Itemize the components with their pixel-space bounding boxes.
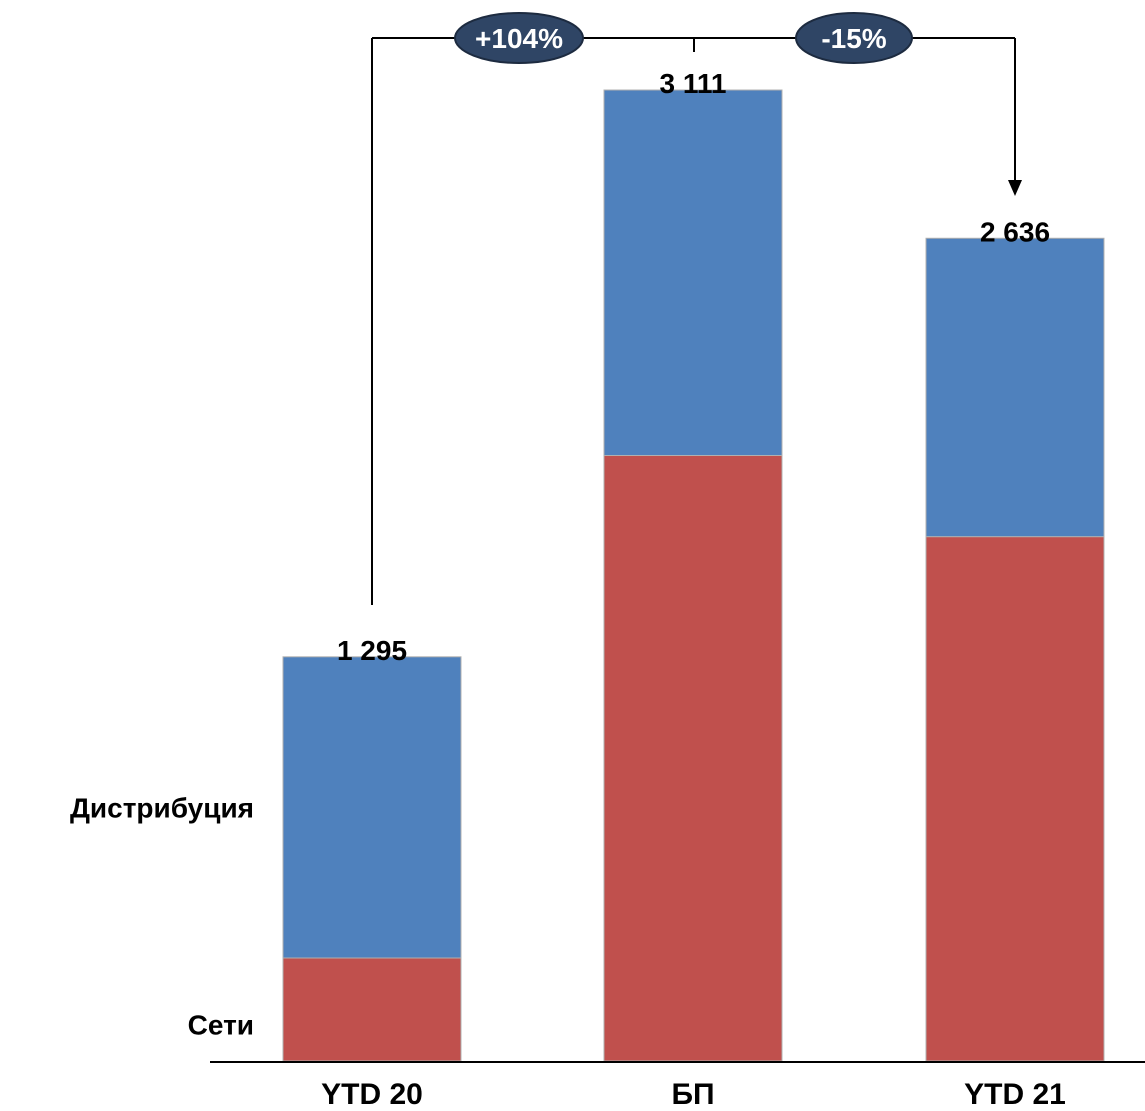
labels-layer: 1 295 3 111 2 636 YTD 20 БП YTD 21 Сети Дистриб… xyxy=(70,68,1066,1111)
bar-segment-distribution-3 xyxy=(925,237,1105,538)
bar-total-label: 3 111 xyxy=(660,68,727,99)
bar-total-label: 2 636 xyxy=(980,216,1050,247)
bar-segment-seti-2 xyxy=(603,454,783,1062)
x-tick-label: YTD 20 xyxy=(321,1078,423,1111)
change-label: +104% xyxy=(475,23,563,54)
bars-layer xyxy=(282,89,1105,1062)
change-label: -15% xyxy=(821,23,886,54)
bar-segment-seti-3 xyxy=(925,536,1105,1062)
bar-segment-seti-1 xyxy=(282,957,462,1062)
x-tick-label: YTD 21 xyxy=(964,1078,1066,1111)
change-bubble xyxy=(795,12,913,64)
change-bubble xyxy=(454,12,584,64)
series-label: Дистрибуция xyxy=(70,792,254,823)
bar-segment-distribution-2 xyxy=(603,89,783,456)
series-label: Сети xyxy=(188,1010,254,1041)
bar-segment-distribution-1 xyxy=(282,656,462,959)
bar-total-label: 1 295 xyxy=(337,635,407,666)
x-tick-label: БП xyxy=(671,1078,714,1111)
arrow-head-icon xyxy=(1008,180,1022,196)
change-annotation-layer: +104% -15% xyxy=(371,12,1022,605)
